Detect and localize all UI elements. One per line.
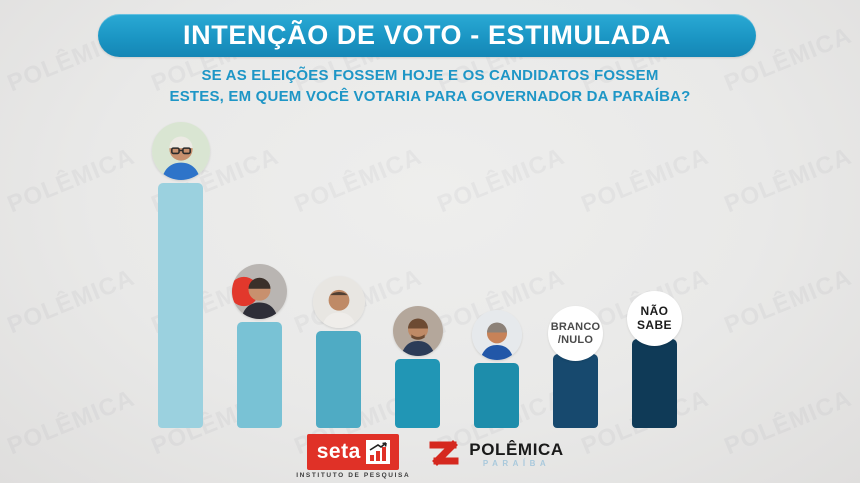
bar-chart: BRANCO /NULO NÃO SABE bbox=[141, 98, 694, 428]
glasses-icon bbox=[170, 147, 191, 155]
seta-logo: seta INSTITUTO DE PESQUISA bbox=[296, 434, 410, 479]
candidate-5-photo bbox=[471, 310, 522, 360]
branco-nulo-label: BRANCO /NULO bbox=[548, 306, 603, 361]
bar-branco-nulo bbox=[553, 354, 598, 428]
bar-candidate-1 bbox=[158, 183, 203, 428]
bar-candidate-5 bbox=[474, 363, 519, 428]
seta-tagline: INSTITUTO DE PESQUISA bbox=[296, 472, 411, 479]
bar-candidate-4 bbox=[395, 359, 440, 428]
bar-candidate-3 bbox=[316, 331, 361, 428]
polemica-logo-icon bbox=[429, 440, 459, 466]
seta-wordmark: seta bbox=[316, 439, 361, 463]
polemica-logo: POLÊMICA PARAÍBA bbox=[428, 434, 564, 471]
bar-group-candidate-2 bbox=[220, 264, 299, 428]
bar-candidate-2 bbox=[237, 322, 282, 428]
bar-group-candidate-4 bbox=[378, 306, 457, 428]
polemica-wordmark: POLÊMICA bbox=[469, 439, 564, 459]
bar-group-candidate-1 bbox=[141, 122, 220, 428]
nao-sabe-label: NÃO SABE bbox=[627, 291, 682, 346]
beard bbox=[410, 334, 425, 340]
bar-nao-sabe bbox=[632, 339, 677, 428]
candidate-1-photo bbox=[151, 122, 210, 180]
candidate-3-photo bbox=[312, 276, 365, 328]
bar-group-candidate-3 bbox=[299, 276, 378, 428]
candidate-2-photo bbox=[232, 264, 287, 319]
bar-group-nao-sabe: NÃO SABE bbox=[615, 291, 694, 428]
bar-group-branco-nulo: BRANCO /NULO bbox=[536, 306, 615, 428]
polemica-region: PARAÍBA bbox=[482, 458, 551, 468]
poll-question: SE AS ELEIÇÕES FOSSEM HOJE E OS CANDIDAT… bbox=[0, 66, 860, 107]
bar-group-candidate-5 bbox=[457, 310, 536, 428]
title-banner: INTENÇÃO DE VOTO - ESTIMULADA bbox=[98, 14, 756, 57]
page-title: INTENÇÃO DE VOTO - ESTIMULADA bbox=[183, 20, 671, 50]
footer-logos: seta INSTITUTO DE PESQUISA POLÊMICA PARA… bbox=[0, 434, 860, 479]
poll-question-line1: SE AS ELEIÇÕES FOSSEM HOJE E OS CANDIDAT… bbox=[201, 67, 659, 84]
candidate-4-photo bbox=[392, 306, 443, 356]
bar-chart-icon bbox=[365, 440, 390, 464]
poll-question-line2: ESTES, EM QUEM VOCÊ VOTARIA PARA GOVERNA… bbox=[169, 87, 691, 105]
